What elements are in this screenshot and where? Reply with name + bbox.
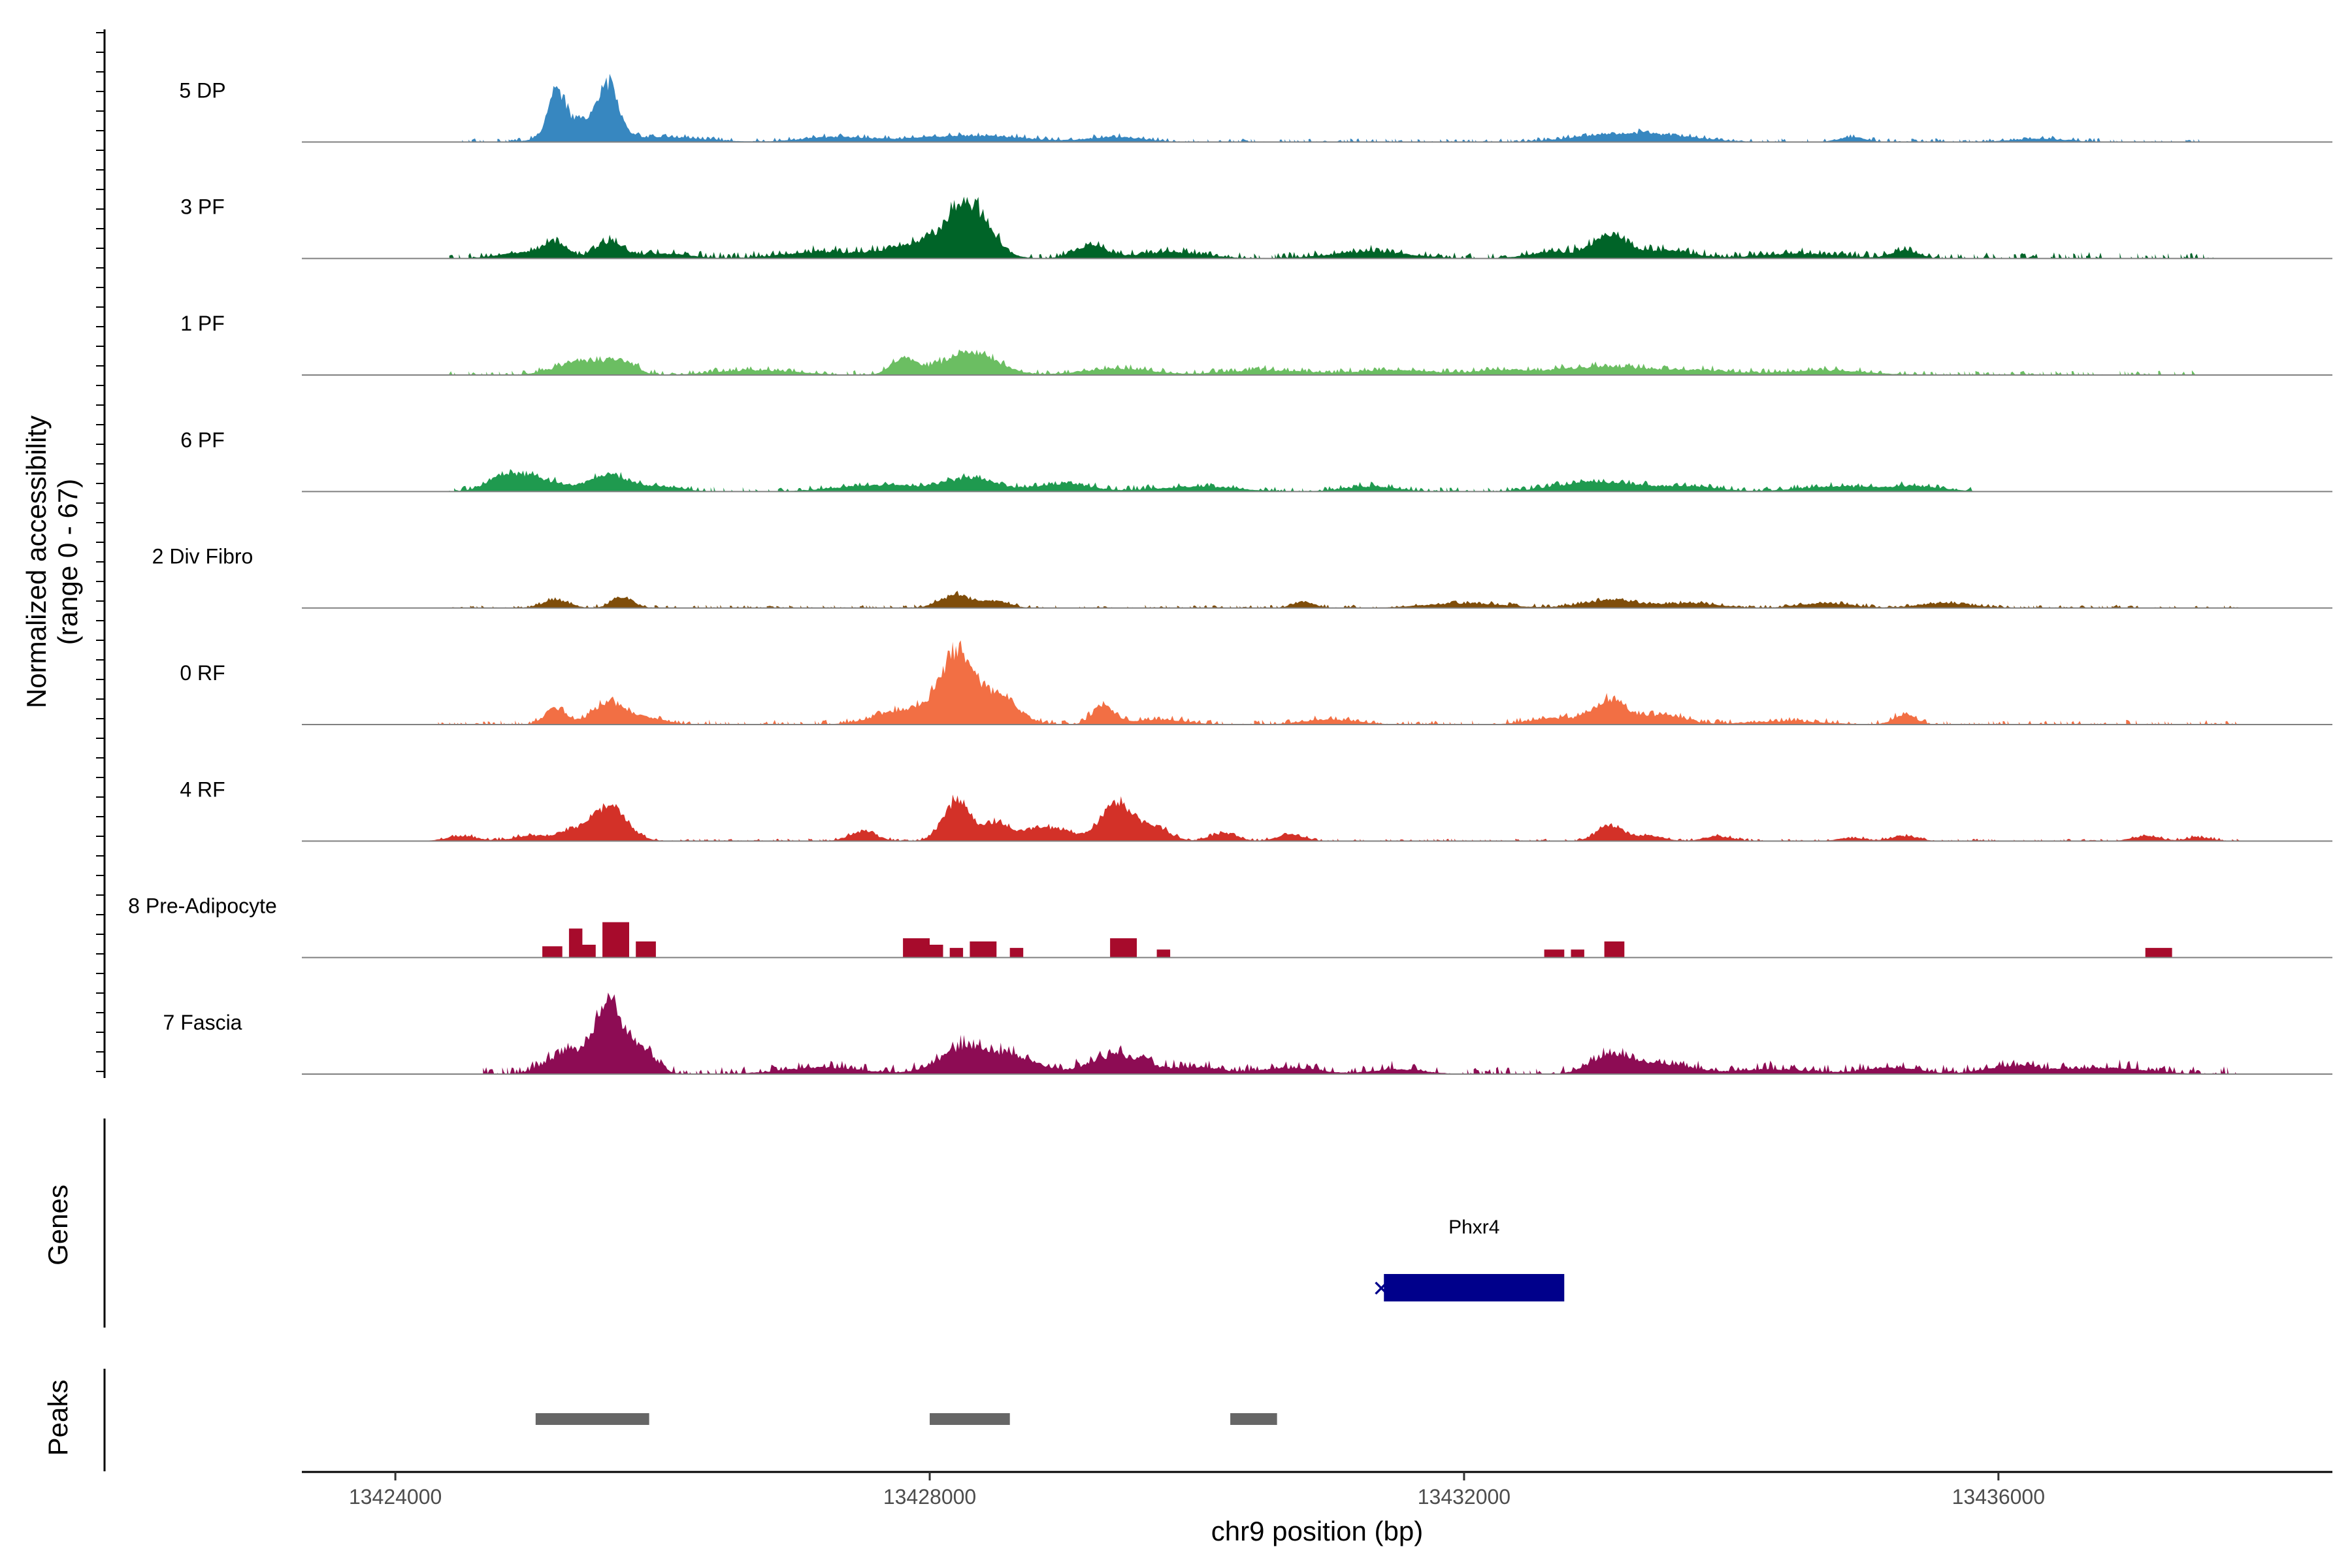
coverage-area-8-pre-adipocyte [542,922,2172,958]
track-label: 4 RF [180,777,225,801]
track-6-pf: 6 PF [180,428,2332,493]
gene-label: Phxr4 [1448,1217,1499,1238]
peak-region [535,1413,649,1425]
peaks-track-label: Peaks [42,1380,73,1456]
y-axis-title-line-2: (range 0 - 67) [52,479,83,645]
coverage-area-6-pf [449,469,1979,492]
x-tick-label: 13428000 [883,1485,976,1509]
track-0-rf: 0 RF [180,640,2332,725]
gene-track: Genes ✕ Phxr4 [42,1119,1565,1328]
track-5-dp: 5 DP [179,74,2332,143]
x-tick-label: 13432000 [1418,1485,1511,1509]
x-tick-label: 13436000 [1952,1485,2045,1509]
x-axis-title: chr9 position (bp) [1211,1516,1424,1546]
track-label: 0 RF [180,661,225,685]
y-axis-title: Normalized accessibility (range 0 - 67) [21,416,83,708]
y-axis-title-line-1: Normalized accessibility [21,416,52,708]
coverage-area-1-pf [449,349,2197,375]
x-tick-label: 13424000 [349,1485,442,1509]
track-label: 7 Fascia [163,1011,242,1034]
coverage-area-0-rf [438,640,2240,725]
track-label: 6 PF [180,428,225,451]
track-4-rf: 4 RF [180,777,2332,842]
gene-phxr4: ✕ Phxr4 [1372,1217,1565,1301]
track-7-fascia: 7 Fascia [163,992,2332,1075]
gene-track-label: Genes [42,1184,73,1266]
coverage-area-7-fascia [483,992,2237,1074]
track-label: 8 Pre-Adipocyte [128,894,277,918]
coverage-tracks: 5 DP 3 PF 1 PF 6 PF 2 Div Fibro 0 RF 4 RF 8 Pre… [96,29,2332,1078]
coverage-area-2-div-fibro [452,591,2240,608]
coverage-area-5-dp [462,74,2200,142]
track-label: 5 DP [179,78,225,102]
track-8-pre-adipocyte: 8 Pre-Adipocyte [128,894,2332,958]
track-label: 1 PF [180,312,225,335]
track-1-pf: 1 PF [180,312,2332,376]
track-3-pf: 3 PF [180,195,2332,259]
coverage-area-3-pf [449,197,2215,259]
track-label: 2 Div Fibro [152,545,253,568]
x-axis: chr9 position (bp) 13424000 13428000 13432… [302,1471,2332,1546]
peak-region [1230,1413,1277,1425]
peak-region [930,1413,1010,1425]
strand-marker: ✕ [1372,1277,1391,1301]
track-2-div-fibro: 2 Div Fibro [152,545,2332,609]
track-label: 3 PF [180,195,225,219]
peaks-track: Peaks [42,1369,1277,1471]
coverage-area-4-rf [428,794,2240,841]
gene-body [1384,1274,1565,1301]
